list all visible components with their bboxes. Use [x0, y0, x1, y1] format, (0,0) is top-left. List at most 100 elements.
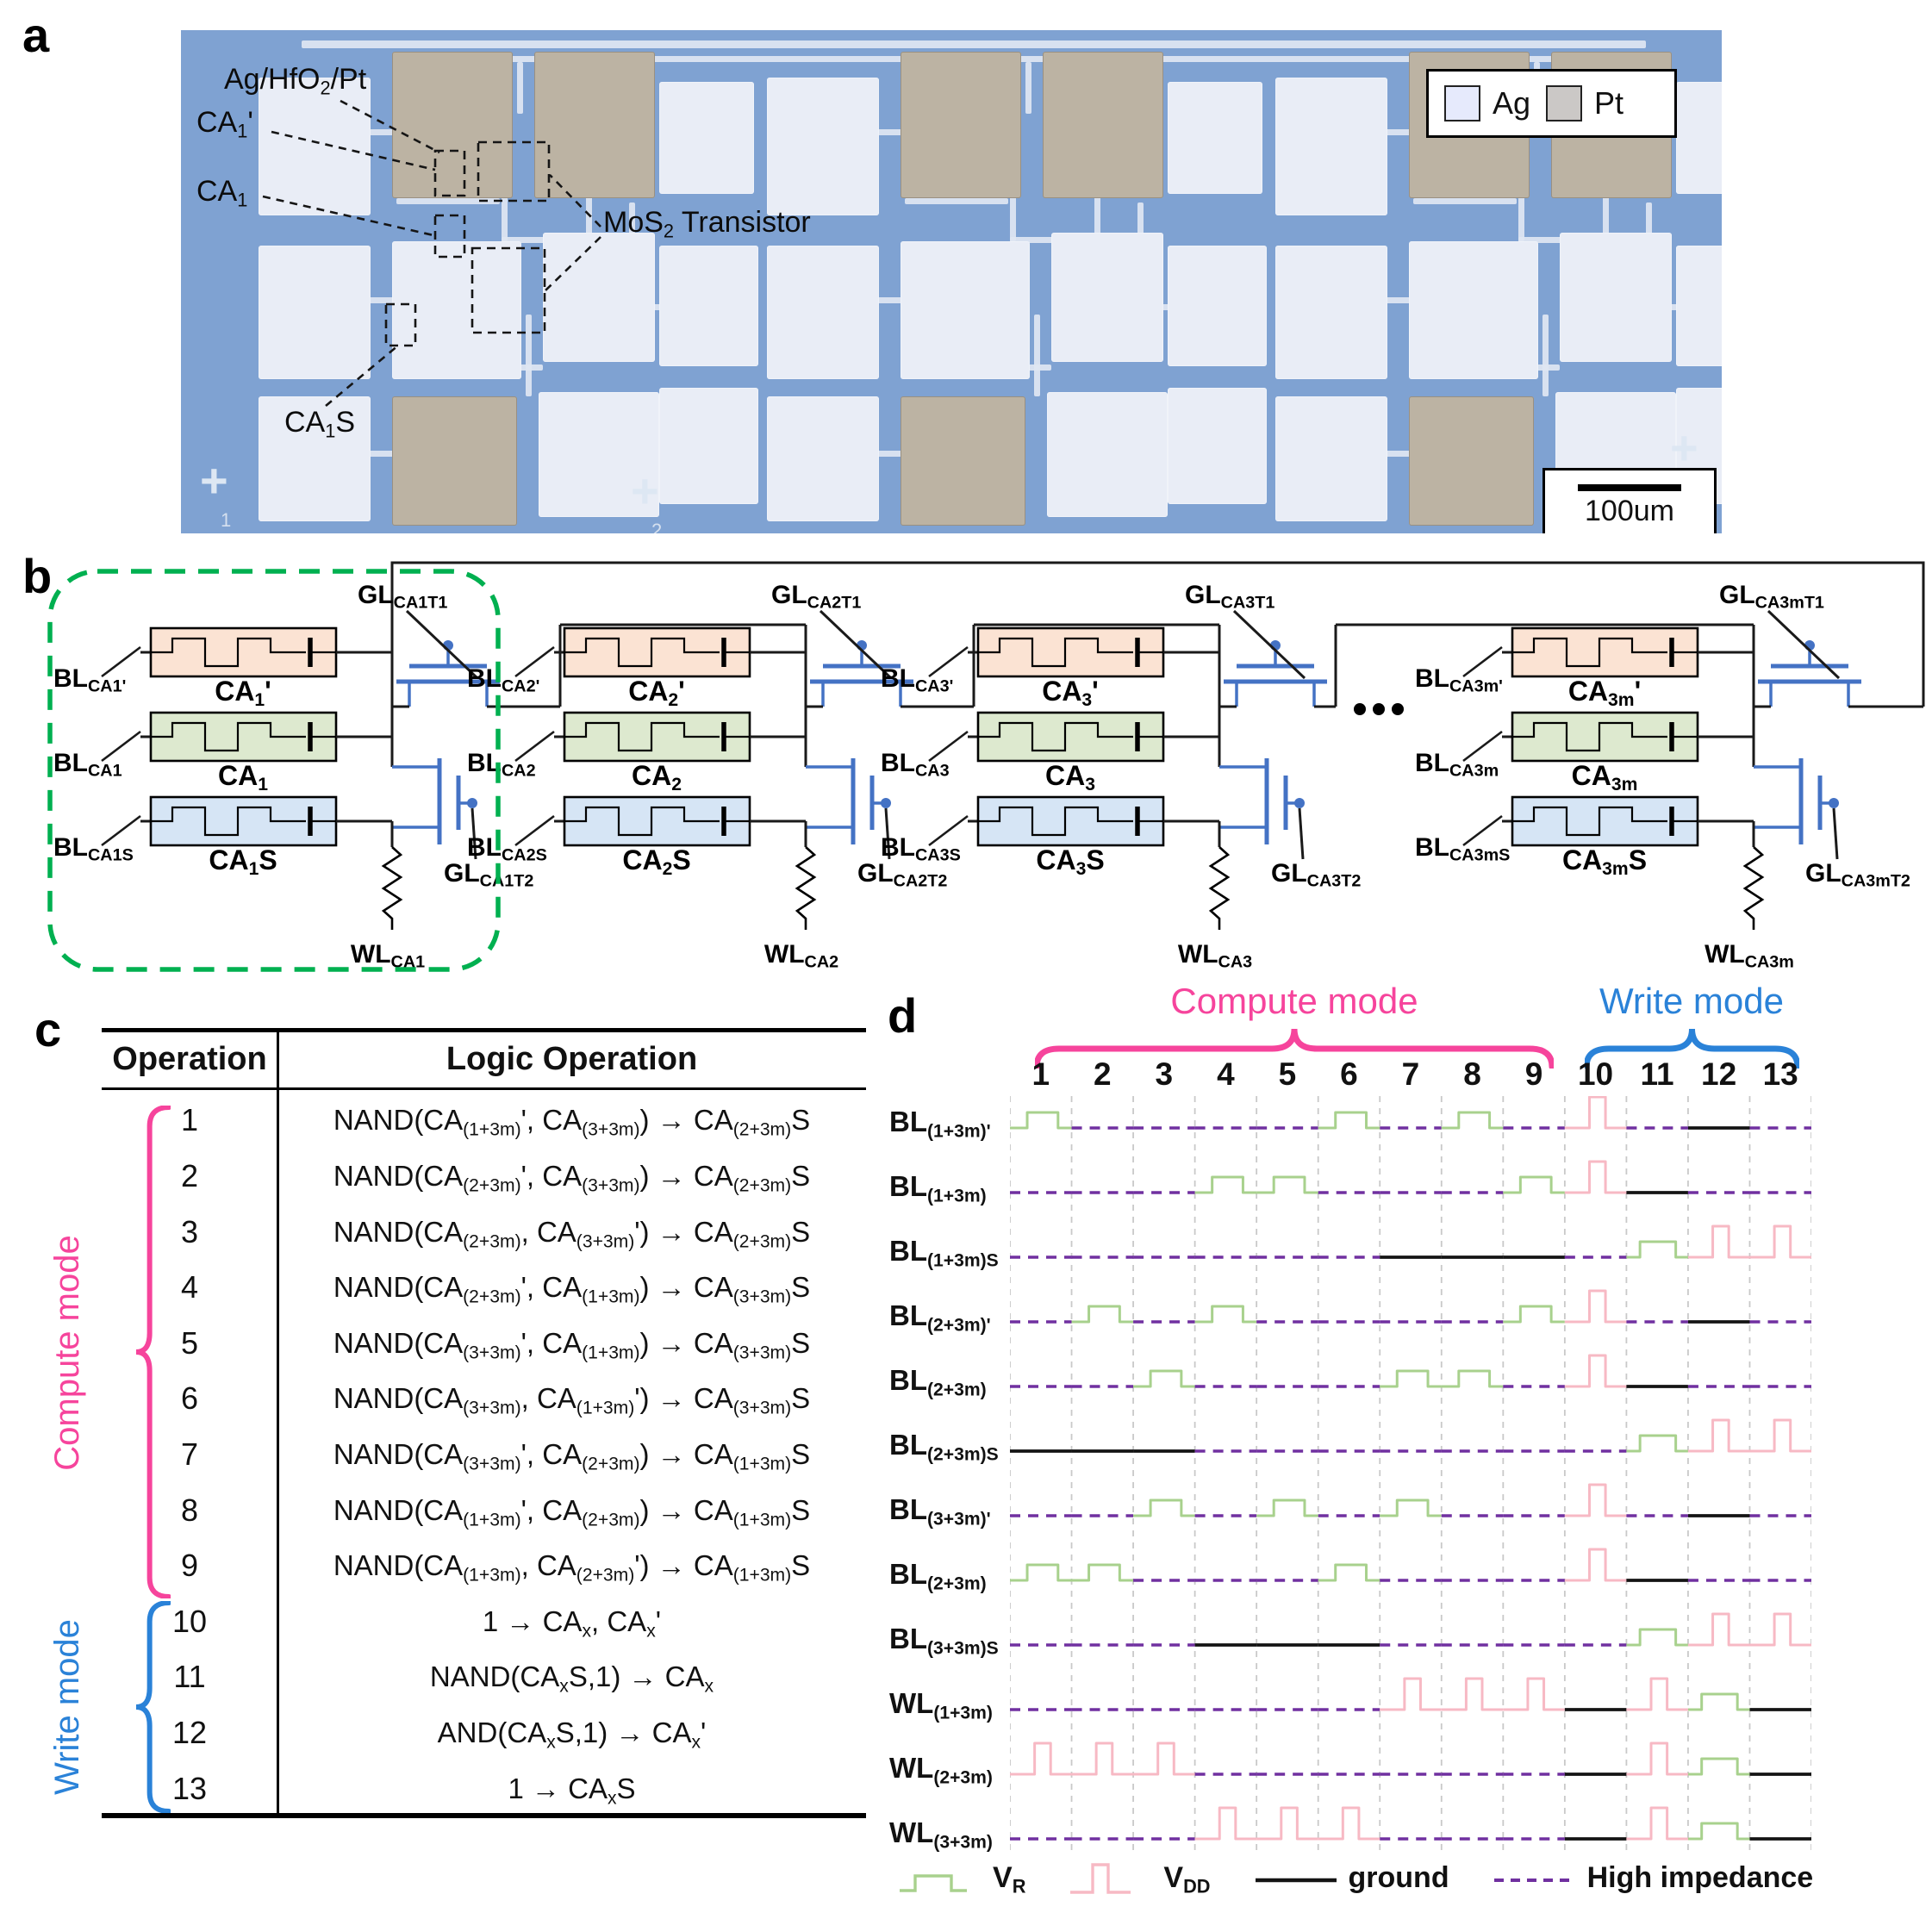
pt-swatch	[1546, 85, 1583, 121]
table-bottom-border	[102, 1813, 866, 1818]
waveform-row	[1010, 1224, 1811, 1259]
gate-line-t1-label: GLCA3T1	[1185, 581, 1274, 612]
ca1-label: CA1	[196, 175, 248, 211]
cycle-number: 4	[1217, 1056, 1235, 1092]
bit-line-label: BLCA3m	[1415, 749, 1499, 780]
table-row: 6 NAND(CA(3+3m), CA(1+3m)') → CA(3+3m)S	[102, 1371, 866, 1427]
logic-operation-cell: NAND(CA(3+3m)', CA(2+3m)) → CA(1+3m)S	[333, 1437, 811, 1474]
scale-bar-box: 100um	[1542, 468, 1717, 533]
device-marker-box	[477, 140, 551, 202]
table-row: 10 1 → CAx, CAx'	[102, 1594, 866, 1650]
ag-pad	[1168, 82, 1262, 194]
gate-line-t2-label: GLCA1T2	[444, 859, 533, 890]
metal-trace	[369, 451, 395, 457]
metal-trace	[1413, 198, 1517, 204]
metal-trace	[502, 237, 553, 243]
word-line-label: WLCA3m	[1705, 940, 1794, 971]
operation-number: 7	[180, 1436, 199, 1472]
waveform-row	[1010, 1160, 1811, 1194]
alignment-mark-number: 2	[651, 520, 663, 533]
device-marker-box	[471, 246, 546, 334]
metal-trace	[877, 451, 903, 457]
table-row: 2 NAND(CA(2+3m)', CA(3+3m)) → CA(2+3m)S	[102, 1149, 866, 1205]
leader-line	[262, 195, 434, 237]
leader-line	[271, 130, 436, 171]
ag-pad	[1051, 233, 1163, 362]
signal-label: BL(2+3m)	[889, 1558, 987, 1594]
write-mode-label: Write mode	[48, 1619, 86, 1795]
cycle-numbers: 1 2 3 4 5 6 7 8 9 10 11 12 13	[1010, 1056, 1811, 1093]
bit-line-label: BLCA2S	[467, 833, 547, 864]
metal-trace	[1518, 159, 1524, 241]
memristor-label: CA1	[218, 760, 268, 794]
metal-trace	[1034, 315, 1040, 396]
legend-item: ground	[1254, 1858, 1449, 1897]
alignment-cross: +	[200, 453, 228, 508]
metal-trace	[1386, 451, 1412, 457]
metal-trace	[517, 62, 523, 114]
table-top-border	[102, 1028, 866, 1032]
pt-pad	[901, 396, 1025, 526]
operation-number: 4	[180, 1269, 199, 1305]
operation-number: 13	[171, 1770, 208, 1806]
ag-pad	[659, 246, 758, 366]
gate-line-t1-label: GLCA2T1	[771, 581, 861, 612]
memristor-label: CA3m'	[1568, 676, 1641, 710]
metal-trace	[905, 198, 1008, 204]
waveform-row	[1010, 1354, 1811, 1388]
signal-label: WL(2+3m)	[889, 1752, 993, 1788]
chip-micrograph: Ag/HfO2/Pt CA1' CA1 CA1S MoS2 Transistor…	[181, 30, 1722, 533]
legend-item: VDD	[1069, 1858, 1211, 1897]
signal-label: BL(1+3m)S	[889, 1235, 999, 1271]
ag-pad	[767, 78, 879, 215]
metal-trace	[877, 129, 903, 135]
metal-trace	[877, 297, 903, 303]
metal-trace	[1386, 129, 1412, 135]
logic-operation-cell: NAND(CA(1+3m)', CA(3+3m)) → CA(2+3m)S	[333, 1104, 811, 1140]
word-line-label: WLCA1	[351, 940, 425, 971]
vdd-glyph	[1070, 1863, 1131, 1894]
logic-operation-cell: AND(CAxS,1) → CAx'	[437, 1717, 707, 1753]
leader-line	[545, 236, 601, 291]
metal-trace	[369, 129, 395, 135]
bit-line-label: BLCA1	[53, 749, 122, 780]
legend-label: ground	[1348, 1860, 1449, 1894]
cycle-number: 9	[1524, 1056, 1543, 1092]
waveform-row	[1010, 1096, 1811, 1130]
logic-operation-cell: 1 → CAxS	[508, 1772, 636, 1809]
memristor-label: CA2'	[628, 676, 685, 710]
panel-b-letter: b	[22, 549, 53, 603]
legend-item: High impedance	[1493, 1858, 1813, 1897]
ag-pad	[1047, 392, 1168, 517]
ag-pad	[259, 396, 371, 521]
bit-line-label: BLCA3S	[881, 833, 961, 864]
d-write-brace	[1585, 1028, 1799, 1069]
annotation-overlay	[262, 99, 601, 407]
waveform-row	[1010, 1483, 1811, 1517]
memristor-label: CA3S	[1036, 844, 1104, 879]
table-row: 9 NAND(CA(1+3m), CA(2+3m)') → CA(1+3m)S	[102, 1538, 866, 1594]
gate-line-t1-label: GLCA1T1	[358, 581, 447, 612]
bit-line-label: BLCA2'	[467, 664, 539, 695]
ag-pad	[1168, 246, 1267, 366]
ag-pad	[1409, 241, 1538, 379]
logic-operation-cell: NAND(CA(2+3m)', CA(1+3m)) → CA(3+3m)S	[333, 1271, 811, 1307]
leader-line	[340, 99, 440, 154]
memory-cell: BLCA3' CA3' BLCA3 CA3 BLCA3S CA3S GLCA3T1 GLCA3…	[881, 581, 1754, 971]
gate-line-t2-label: GLCA3T2	[1271, 859, 1361, 890]
hiz-glyph	[1493, 1879, 1575, 1882]
waveform-row	[1010, 1612, 1811, 1647]
ca1-prime-label: CA1'	[196, 106, 253, 142]
stack-label: Ag/HfO2/Pt	[224, 63, 367, 99]
mos2-transistor-label: MoS2 Transistor	[603, 206, 811, 242]
ag-pad	[659, 388, 758, 504]
table-row: 1 NAND(CA(1+3m)', CA(3+3m)) → CA(2+3m)S	[102, 1093, 866, 1149]
d-compute-brace	[1035, 1028, 1554, 1069]
table-row: 13 1 → CAxS	[102, 1760, 866, 1816]
cycle-number: 3	[1155, 1056, 1174, 1092]
panel-d-letter: d	[888, 988, 918, 1043]
table-row: 12 AND(CAxS,1) → CAx'	[102, 1705, 866, 1761]
logic-operation-cell: 1 → CAx, CAx'	[482, 1604, 662, 1642]
ag-swatch	[1444, 85, 1480, 121]
operation-number: 11	[173, 1659, 206, 1695]
